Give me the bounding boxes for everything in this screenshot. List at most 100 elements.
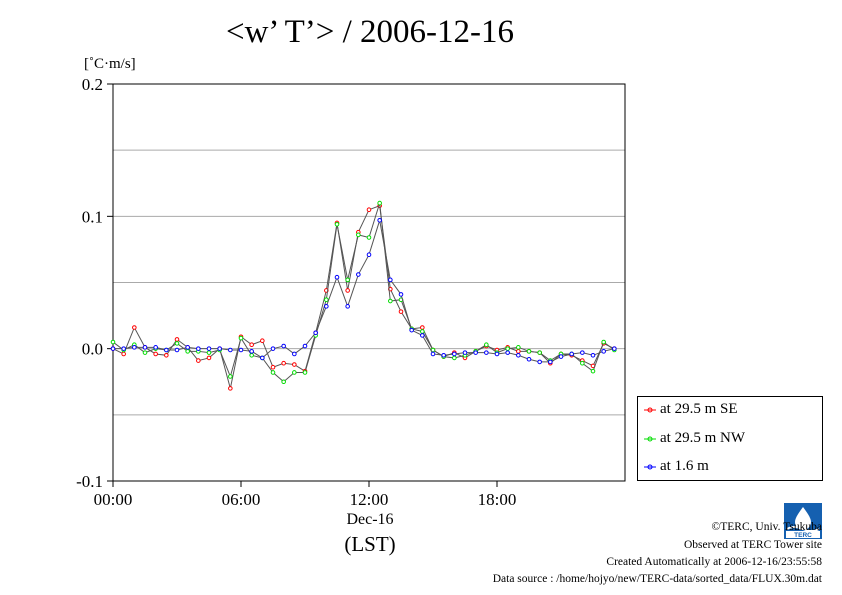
data-point	[164, 347, 169, 353]
data-point	[281, 379, 286, 385]
data-point	[153, 351, 158, 357]
data-point	[537, 359, 542, 365]
legend-item-nw: at 29.5 m NW	[644, 430, 745, 447]
data-point	[494, 351, 500, 357]
data-point	[420, 333, 425, 338]
data-point	[174, 341, 180, 346]
data-point	[302, 370, 308, 375]
data-point	[398, 309, 404, 314]
data-point	[324, 304, 329, 309]
y-axis-unit-label: [˚C·m/s]	[84, 56, 136, 72]
data-point	[356, 272, 361, 277]
data-point	[110, 339, 116, 345]
data-point	[526, 356, 532, 362]
data-point	[292, 370, 297, 375]
data-point	[484, 342, 489, 347]
x-axis-label: (LST)	[344, 532, 396, 556]
legend-marker-1-6m	[644, 464, 656, 469]
data-point	[558, 354, 564, 359]
y-tick-label: 0.1	[82, 207, 103, 226]
data-point	[217, 346, 222, 351]
data-point	[132, 325, 137, 330]
terc-logo: TERC	[784, 503, 822, 539]
y-tick-label: 0.2	[82, 75, 103, 94]
data-point	[132, 345, 137, 350]
data-point	[345, 288, 350, 293]
data-point	[462, 350, 468, 355]
data-point	[580, 360, 585, 366]
data-point	[270, 346, 276, 351]
data-point	[388, 277, 393, 283]
data-point	[270, 370, 276, 375]
data-point	[228, 347, 233, 353]
data-point	[366, 235, 372, 240]
data-point	[366, 252, 372, 258]
legend-item-1-6m: at 1.6 m	[644, 458, 709, 475]
x-tick-label: 00:00	[94, 490, 133, 509]
data-point	[537, 350, 542, 355]
logo-text: TERC	[794, 532, 812, 539]
data-point	[441, 352, 446, 358]
data-point	[377, 218, 382, 223]
y-tick-label: 0.0	[82, 340, 103, 359]
data-point	[164, 352, 169, 358]
data-point	[526, 349, 532, 354]
legend-label-1-6m: at 1.6 m	[660, 458, 709, 474]
data-point	[121, 346, 126, 351]
data-point	[548, 359, 553, 365]
data-point	[334, 221, 340, 227]
data-point	[601, 339, 606, 345]
created-text: Created Automatically at 2006-12-16/23:5…	[606, 556, 822, 568]
data-point	[228, 386, 233, 391]
data-point	[612, 346, 617, 351]
data-point	[206, 355, 212, 361]
data-point	[452, 355, 457, 361]
data-point	[313, 330, 318, 336]
data-point	[580, 350, 585, 355]
chart-title: <w’ T’> / 2006-12-16	[225, 14, 515, 50]
data-point	[366, 207, 372, 213]
data-point	[281, 343, 286, 349]
data-point	[281, 360, 286, 366]
data-point	[484, 350, 489, 355]
data-point	[228, 374, 233, 379]
data-point	[516, 345, 521, 350]
data-point	[345, 277, 350, 283]
legend-label-se: at 29.5 m SE	[660, 401, 738, 417]
data-point	[388, 298, 393, 304]
data-point	[260, 338, 265, 344]
data-point	[121, 351, 126, 357]
data-point	[505, 350, 510, 355]
series-line	[113, 220, 615, 363]
data-point	[569, 351, 574, 357]
y-tick-label: -0.1	[76, 472, 103, 491]
data-point	[516, 352, 521, 358]
data-point	[142, 345, 148, 350]
data-point	[206, 350, 212, 355]
data-point	[590, 352, 596, 358]
data-point	[185, 349, 190, 354]
data-point	[206, 346, 212, 351]
data-point	[292, 362, 297, 367]
data-point	[249, 342, 254, 347]
data-point	[430, 351, 436, 357]
data-point	[420, 329, 425, 334]
data-point	[345, 304, 350, 309]
legend-item-se: at 29.5 m SE	[644, 401, 738, 418]
data-point	[142, 350, 148, 355]
observed-text: Observed at TERC Tower site	[683, 539, 822, 551]
data-point	[270, 364, 276, 370]
data-point	[196, 358, 201, 363]
data-point	[516, 349, 521, 354]
data-point	[292, 351, 297, 357]
x-tick-label: 06:00	[222, 490, 261, 509]
data-point	[590, 368, 596, 374]
data-point	[249, 349, 254, 354]
data-point	[110, 346, 116, 351]
data-point	[249, 352, 254, 358]
data-point	[185, 345, 190, 350]
data-point	[238, 335, 244, 341]
data-point	[420, 325, 425, 330]
data-point	[452, 351, 457, 357]
